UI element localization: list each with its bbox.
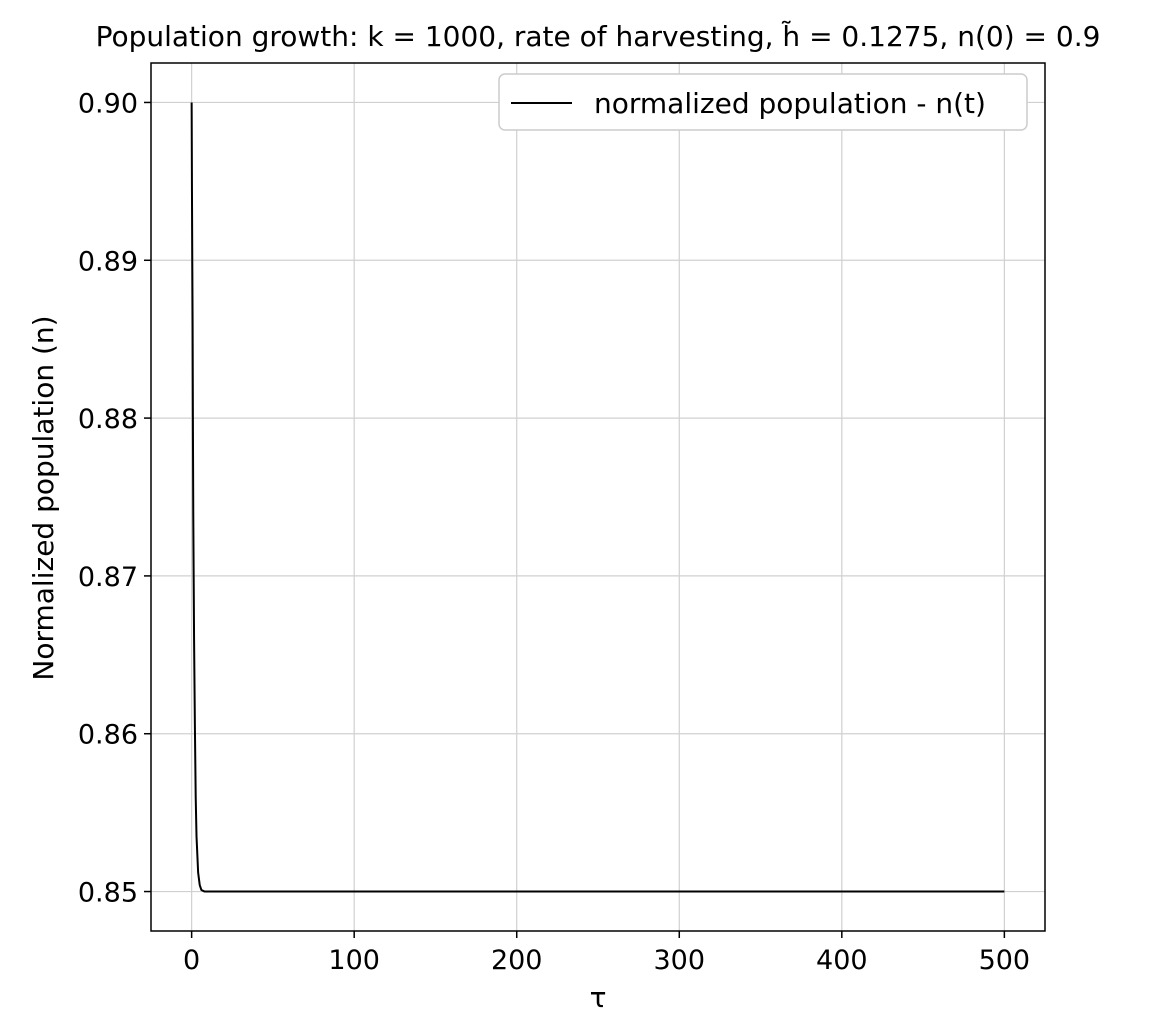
- y-axis-label: Normalized population (n): [27, 315, 60, 680]
- legend-box: [498, 73, 1028, 131]
- chart-title: Population growth: k = 1000, rate of har…: [96, 20, 1101, 53]
- x-tick-label: 200: [491, 945, 543, 976]
- y-tick-label: 0.90: [78, 88, 138, 119]
- legend-label: normalized population - n(t): [594, 87, 986, 120]
- y-tick-label: 0.88: [78, 404, 138, 435]
- x-tick-label: 500: [979, 945, 1031, 976]
- x-tick-label: 300: [653, 945, 705, 976]
- y-tick-label: 0.87: [78, 562, 138, 593]
- series-layer: [190, 102, 1005, 893]
- y-tick-label: 0.89: [78, 246, 138, 277]
- series-line: [190, 102, 1005, 893]
- grid: [151, 63, 1045, 931]
- x-axis-label: τ: [590, 981, 607, 1014]
- axis-ticks: 0 100 200 300 400 500 0.85 0.86 0.87 0.88 0.89 0.90: [78, 88, 1030, 976]
- plot-area-frame: [150, 62, 1046, 932]
- x-tick-label: 100: [328, 945, 380, 976]
- legend: normalized population - n(t): [498, 73, 1028, 131]
- x-tick-label: 400: [816, 945, 868, 976]
- y-tick-label: 0.86: [78, 720, 138, 751]
- x-tick-label: 0: [183, 945, 200, 976]
- y-tick-label: 0.85: [78, 878, 138, 909]
